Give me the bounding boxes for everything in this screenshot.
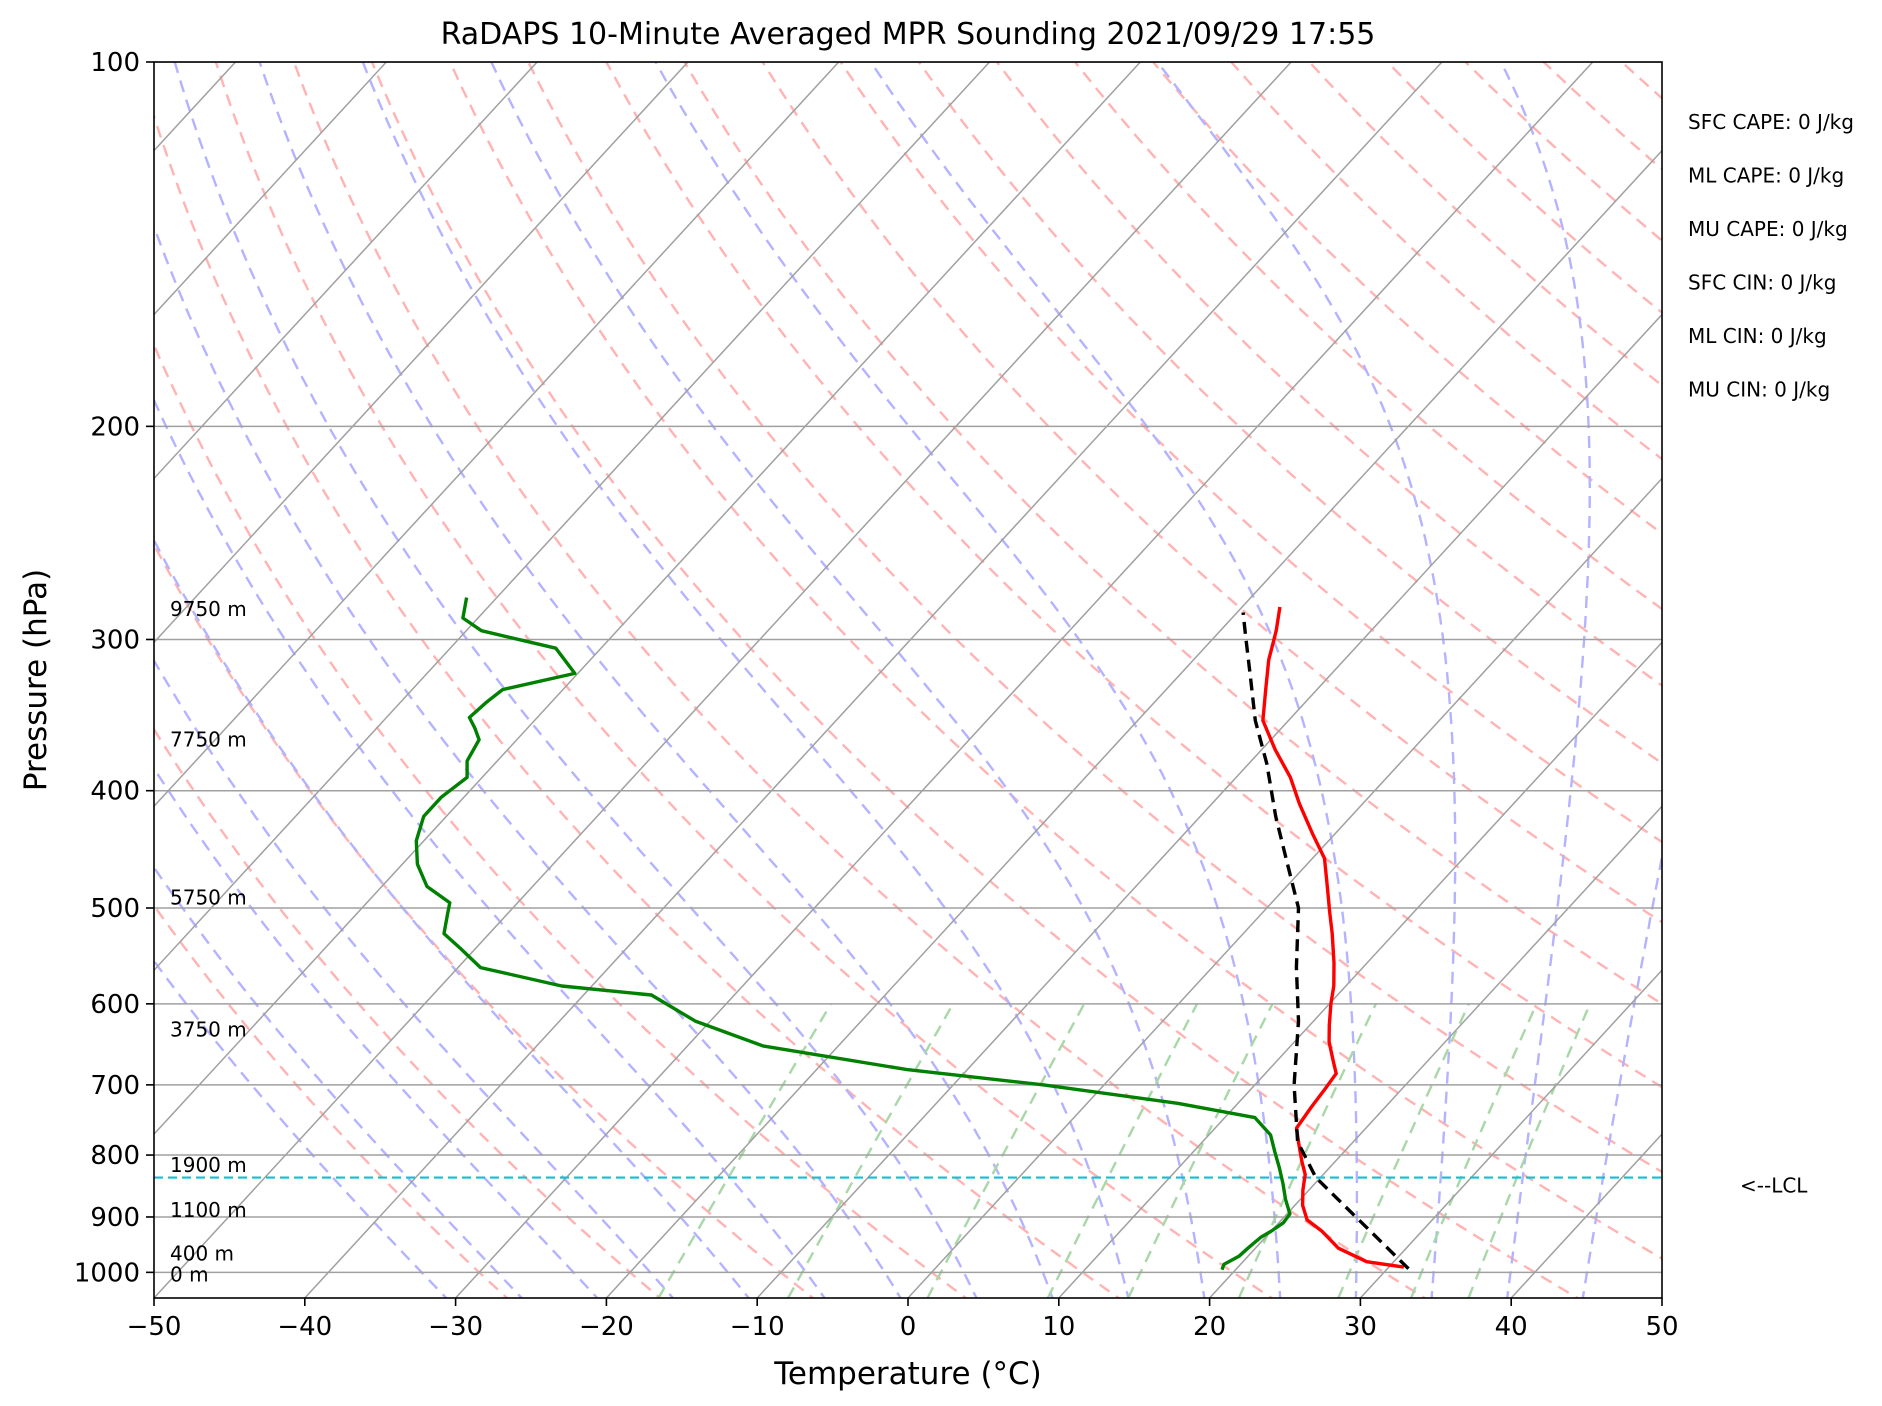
moist-adiabat [489,62,1206,1298]
isotherm [1057,641,1662,1298]
mixing-ratio-line [657,1003,833,1298]
y-tick-label: 1000 [74,1258,140,1288]
lcl-label: <--LCL [1740,1174,1808,1198]
y-tick-label: 200 [90,412,140,442]
height-label: 3750 m [170,1017,247,1041]
isotherm [154,62,840,808]
x-tick-label: 10 [1042,1312,1075,1342]
dry-adiabat [154,542,815,1298]
y-tick-label: 800 [90,1141,140,1171]
x-tick-label: 20 [1193,1312,1226,1342]
isotherm [1208,805,1662,1298]
stability-index-label: MU CIN: 0 J/kg [1688,378,1830,402]
x-tick-label: −40 [277,1312,332,1342]
isotherm [756,313,1662,1298]
moist-adiabat [154,766,599,1298]
y-tick-label: 300 [90,625,140,655]
x-tick-label: −10 [730,1312,785,1342]
moist-adiabat [154,958,448,1298]
dry-adiabat [995,62,1662,687]
isotherm [154,62,539,480]
stability-index-label: SFC CIN: 0 J/kg [1688,271,1836,295]
isotherm [154,62,689,644]
moist-adiabat [173,62,978,1298]
moist-adiabat [154,397,826,1298]
height-label: 7750 m [170,728,247,752]
isotherm [454,62,1594,1298]
dry-adiabat [1386,62,1662,315]
x-tick-label: 40 [1495,1312,1528,1342]
isotherm [154,62,388,316]
x-tick-label: −30 [428,1312,483,1342]
dry-adiabat [1542,62,1662,171]
height-label: 9750 m [170,597,247,621]
x-tick-label: 30 [1344,1312,1377,1342]
dry-adiabat [917,62,1662,765]
x-tick-label: 0 [900,1312,917,1342]
parcel-profile [1241,612,1410,1270]
height-label: 5750 m [170,885,247,909]
mixing-ratio-line [926,1003,1086,1298]
mixing-ratio-line [1467,1003,1592,1298]
y-tick-label: 700 [90,1071,140,1101]
stability-index-label: MU CAPE: 0 J/kg [1688,217,1848,241]
y-tick-label: 900 [90,1203,140,1233]
dry-adiabat [154,112,1121,1298]
mixing-ratio-line [1409,1003,1538,1298]
isotherm [154,62,991,972]
moist-adiabat [154,865,524,1298]
isotherm [1359,969,1662,1298]
y-axis-label: Pressure (hPa) [18,569,54,791]
dry-adiabat [154,903,509,1298]
mixing-ratio-line [1337,1003,1470,1298]
height-label: 1900 m [170,1153,247,1177]
dry-adiabat [1230,62,1662,461]
moist-adiabat [1155,62,1457,1298]
dry-adiabat [1620,62,1662,100]
moist-adiabat [154,537,751,1298]
height-label: 1100 m [170,1198,247,1222]
moist-adiabat [258,62,1054,1298]
dry-adiabat [839,62,1662,844]
dry-adiabat [214,62,1274,1298]
moist-adiabat [154,658,675,1298]
isotherm [154,62,1293,1298]
dry-adiabat [292,62,1427,1298]
x-axis-label: Temperature (°C) [773,1356,1042,1392]
dry-adiabat [1308,62,1662,387]
height-label: 400 m [170,1242,234,1266]
isotherm [0,35,110,1303]
dry-adiabat [761,62,1662,924]
isotherm [154,62,1142,1136]
height-label: 0 m [170,1262,209,1286]
y-tick-label: 500 [90,894,140,924]
dry-adiabat [1074,62,1662,611]
dry-adiabat [527,62,1662,1174]
stability-index-label: ML CAPE: 0 J/kg [1688,164,1844,188]
y-tick-label: 400 [90,777,140,807]
dewpoint-profile [414,597,1292,1271]
x-tick-label: −20 [579,1312,634,1342]
mixing-ratio-line [1237,1003,1377,1298]
isotherm [605,149,1662,1298]
y-tick-label: 600 [90,990,140,1020]
mixing-ratio-line [786,1003,955,1298]
isotherm [303,62,1443,1298]
chart-title: RaDAPS 10-Minute Averaged MPR Sounding 2… [441,17,1376,52]
mixing-ratio-line [1127,1003,1274,1298]
x-tick-label: −50 [127,1312,182,1342]
stability-index-label: ML CIN: 0 J/kg [1688,324,1827,348]
moist-adiabat [154,223,902,1298]
dry-adiabat [449,62,1662,1260]
dry-adiabat [154,727,662,1298]
moist-adiabat [869,62,1359,1298]
dry-adiabat [605,62,1662,1089]
stability-index-label: SFC CAPE: 0 J/kg [1688,110,1854,134]
dry-adiabat [683,62,1662,1006]
y-tick-label: 100 [90,48,140,78]
x-tick-label: 50 [1645,1312,1678,1342]
mixing-ratio-line [1046,1003,1199,1298]
temperature-profile [1261,606,1405,1269]
